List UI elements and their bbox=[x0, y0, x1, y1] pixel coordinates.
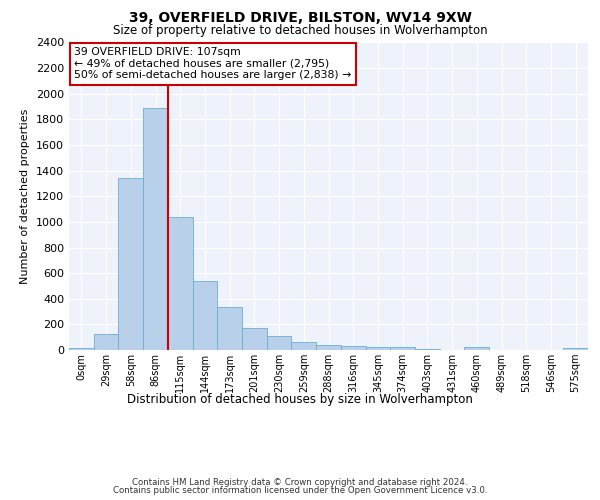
Bar bbox=[193, 281, 217, 350]
Bar bbox=[267, 336, 292, 350]
Bar bbox=[69, 348, 94, 350]
Bar bbox=[118, 178, 143, 350]
Y-axis label: Number of detached properties: Number of detached properties bbox=[20, 108, 31, 284]
Bar bbox=[415, 348, 440, 350]
Bar bbox=[563, 348, 588, 350]
Bar bbox=[341, 346, 365, 350]
Bar bbox=[143, 108, 168, 350]
Text: Contains public sector information licensed under the Open Government Licence v3: Contains public sector information licen… bbox=[113, 486, 487, 495]
Text: Contains HM Land Registry data © Crown copyright and database right 2024.: Contains HM Land Registry data © Crown c… bbox=[132, 478, 468, 487]
Text: Size of property relative to detached houses in Wolverhampton: Size of property relative to detached ho… bbox=[113, 24, 487, 37]
Text: 39, OVERFIELD DRIVE, BILSTON, WV14 9XW: 39, OVERFIELD DRIVE, BILSTON, WV14 9XW bbox=[128, 11, 472, 25]
Text: 39 OVERFIELD DRIVE: 107sqm
← 49% of detached houses are smaller (2,795)
50% of s: 39 OVERFIELD DRIVE: 107sqm ← 49% of deta… bbox=[74, 47, 352, 80]
Bar bbox=[390, 348, 415, 350]
Bar bbox=[217, 307, 242, 350]
Bar bbox=[242, 328, 267, 350]
Bar bbox=[292, 342, 316, 350]
Bar bbox=[168, 217, 193, 350]
Bar bbox=[464, 348, 489, 350]
Bar bbox=[365, 347, 390, 350]
Bar bbox=[94, 334, 118, 350]
Bar bbox=[316, 345, 341, 350]
Text: Distribution of detached houses by size in Wolverhampton: Distribution of detached houses by size … bbox=[127, 392, 473, 406]
